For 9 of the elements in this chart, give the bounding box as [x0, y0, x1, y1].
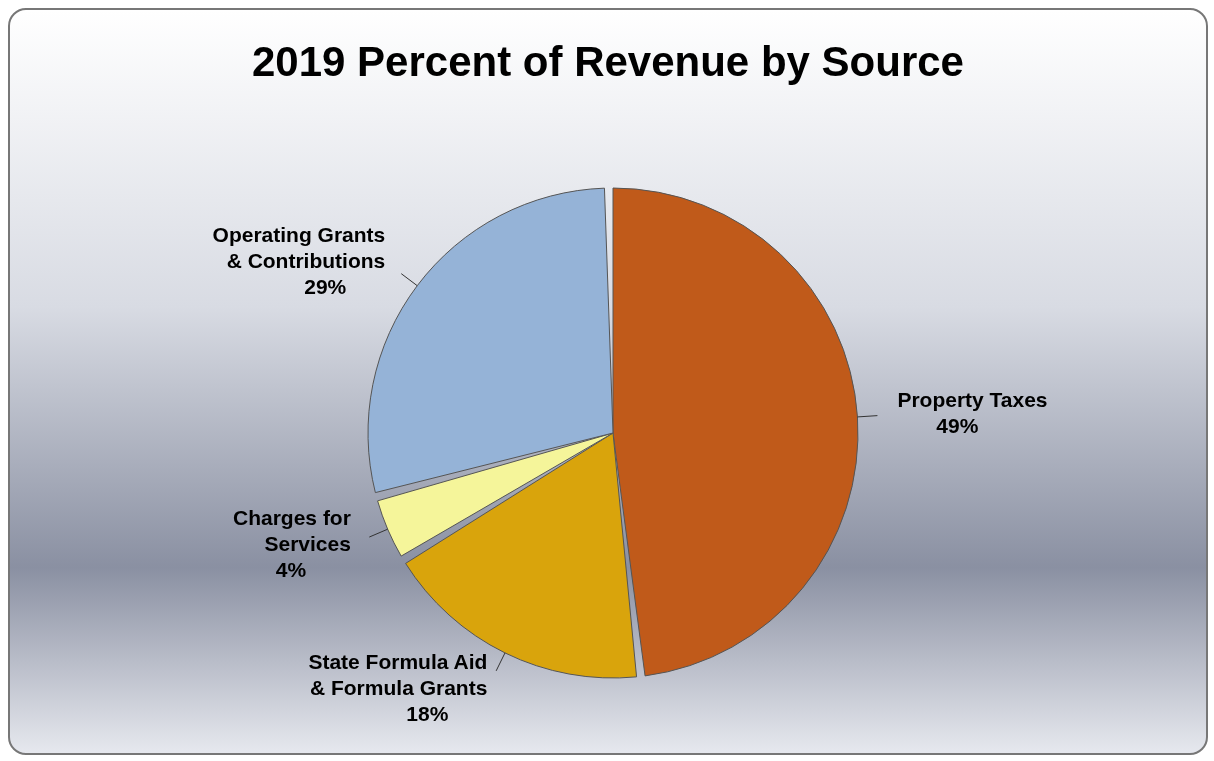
- data-label: 18%: [406, 701, 449, 725]
- slice-label: Operating Grants & Contributions: [212, 222, 386, 272]
- data-label: 29%: [304, 274, 347, 298]
- data-label: 49%: [936, 413, 979, 437]
- slice-label: Charges for Services: [233, 505, 351, 555]
- slice-label: State Formula Aid & Formula Grants: [308, 649, 488, 699]
- slice-label: Property Taxes: [897, 387, 1048, 411]
- data-label: 4%: [275, 557, 307, 581]
- chart-title: 2019 Percent of Revenue by Source: [251, 37, 965, 87]
